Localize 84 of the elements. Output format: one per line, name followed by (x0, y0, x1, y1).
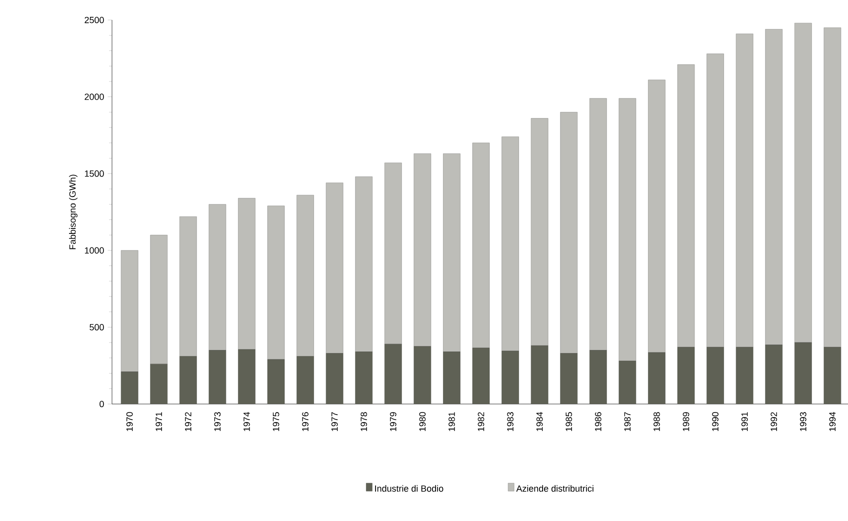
y-tick-label: 0 (100, 400, 104, 408)
y-tick-label: 500 (90, 324, 104, 330)
bar (296, 194, 314, 357)
legend-label: Industrie di Bodio (375, 485, 444, 492)
bar (530, 345, 548, 404)
bar (502, 136, 519, 352)
bar (208, 350, 226, 404)
x-tick-label: 1991 (741, 412, 748, 432)
bar (150, 364, 168, 404)
bar (648, 352, 666, 404)
legend-label: Aziende distributrici (516, 485, 594, 492)
bar (502, 350, 519, 404)
x-tick-label: 1982 (478, 412, 484, 432)
bar (326, 182, 344, 354)
y-tick-label: 2500 (84, 16, 104, 24)
y-axis-title: Fabbisogno (GWh) (69, 174, 78, 250)
bar (443, 153, 460, 352)
bar (824, 28, 842, 348)
bar (677, 347, 695, 404)
bar (355, 352, 373, 404)
x-tick-label: 1981 (448, 412, 455, 432)
bar (326, 353, 344, 404)
x-tick-label: 1978 (360, 412, 368, 432)
y-tick-label: 1500 (84, 170, 104, 177)
bar (560, 353, 578, 404)
x-tick-label: 1985 (566, 412, 572, 432)
x-tick-label: 1994 (829, 412, 836, 432)
bar (355, 176, 373, 352)
bar (618, 98, 636, 362)
bar (384, 344, 402, 404)
x-tick-label: 1977 (331, 412, 338, 432)
bar (296, 356, 314, 404)
bar (648, 80, 666, 353)
x-tick-label: 1989 (682, 412, 690, 432)
bar (120, 250, 138, 372)
x-tick-label: 1986 (594, 412, 602, 432)
bar (560, 112, 578, 354)
bar (267, 359, 285, 404)
bar (824, 347, 842, 404)
bar (736, 34, 754, 348)
x-tick-label: 1971 (156, 412, 162, 432)
bar (794, 22, 812, 343)
bar (208, 204, 226, 350)
bar (618, 360, 636, 404)
bar (590, 350, 607, 404)
x-tick-label: 1979 (390, 412, 396, 432)
bar (706, 347, 724, 404)
x-tick-label: 1973 (214, 412, 221, 432)
bar (384, 162, 402, 344)
bar (736, 347, 754, 404)
x-tick-label: 1988 (654, 412, 660, 432)
x-tick-label: 1975 (272, 412, 280, 432)
bar (238, 349, 256, 404)
x-tick-label: 1970 (126, 412, 133, 432)
bar (590, 98, 607, 350)
bar (706, 54, 724, 348)
bar (238, 198, 256, 350)
bar (765, 344, 783, 404)
bar (765, 29, 783, 346)
bar (414, 346, 432, 404)
bar (150, 234, 168, 364)
bar (414, 153, 432, 347)
x-tick-label: 1974 (244, 412, 250, 432)
x-tick-label: 1993 (800, 412, 806, 432)
bar (794, 342, 812, 404)
bar (443, 352, 460, 404)
bar (120, 372, 138, 404)
x-tick-label: 1987 (624, 412, 631, 432)
x-tick-label: 1992 (770, 412, 778, 432)
bar (179, 356, 197, 404)
x-tick-label: 1976 (302, 412, 308, 432)
y-tick-label: 2000 (84, 94, 104, 100)
bar (472, 142, 490, 348)
y-tick-label: 1000 (84, 247, 104, 254)
bar (472, 348, 490, 404)
x-tick-label: 1980 (419, 412, 426, 432)
x-tick-label: 1990 (712, 412, 718, 432)
x-tick-label: 1972 (184, 412, 192, 432)
bar (267, 206, 285, 360)
bar (530, 118, 548, 346)
bar (677, 64, 695, 348)
bar (179, 216, 197, 357)
x-tick-label: 1983 (507, 412, 514, 432)
x-tick-label: 1984 (536, 412, 543, 432)
